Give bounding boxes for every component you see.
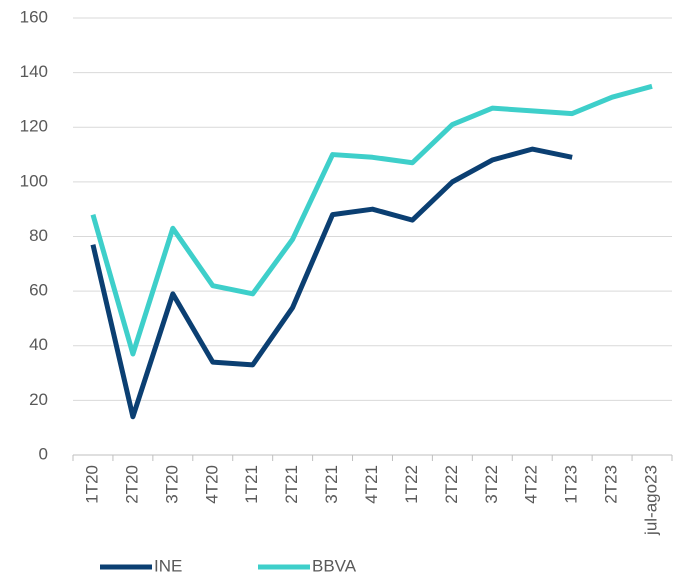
x-tick-label: 2T23 xyxy=(602,465,621,504)
x-tick-label: 4T21 xyxy=(362,465,381,504)
x-tick-label: 1T23 xyxy=(562,465,581,504)
legend-label: INE xyxy=(154,556,182,575)
y-tick-label: 100 xyxy=(20,171,48,190)
x-tick-label: 4T22 xyxy=(522,465,541,504)
legend-label: BBVA xyxy=(312,556,357,575)
y-tick-label: 80 xyxy=(29,226,48,245)
x-tick-label: 3T21 xyxy=(322,465,341,504)
y-tick-label: 140 xyxy=(20,62,48,81)
y-tick-label: 120 xyxy=(20,117,48,136)
x-tick-label: 4T20 xyxy=(202,465,221,504)
y-tick-label: 20 xyxy=(29,390,48,409)
x-tick-label: 2T21 xyxy=(282,465,301,504)
x-tick-label: jul-ago23 xyxy=(642,465,661,536)
y-tick-label: 40 xyxy=(29,335,48,354)
series-line xyxy=(90,146,573,420)
x-tick-label: 3T22 xyxy=(482,465,501,504)
x-tick-label: 2T22 xyxy=(442,465,461,504)
x-tick-label: 3T20 xyxy=(162,465,181,504)
y-tick-label: 60 xyxy=(29,281,48,300)
x-tick-label: 1T21 xyxy=(242,465,261,504)
x-tick-label: 1T20 xyxy=(82,465,101,504)
x-tick-label: 2T20 xyxy=(122,465,141,504)
y-tick-label: 0 xyxy=(39,444,48,463)
x-tick-label: 1T22 xyxy=(402,465,421,504)
series-line xyxy=(90,83,653,357)
y-tick-label: 160 xyxy=(20,7,48,26)
